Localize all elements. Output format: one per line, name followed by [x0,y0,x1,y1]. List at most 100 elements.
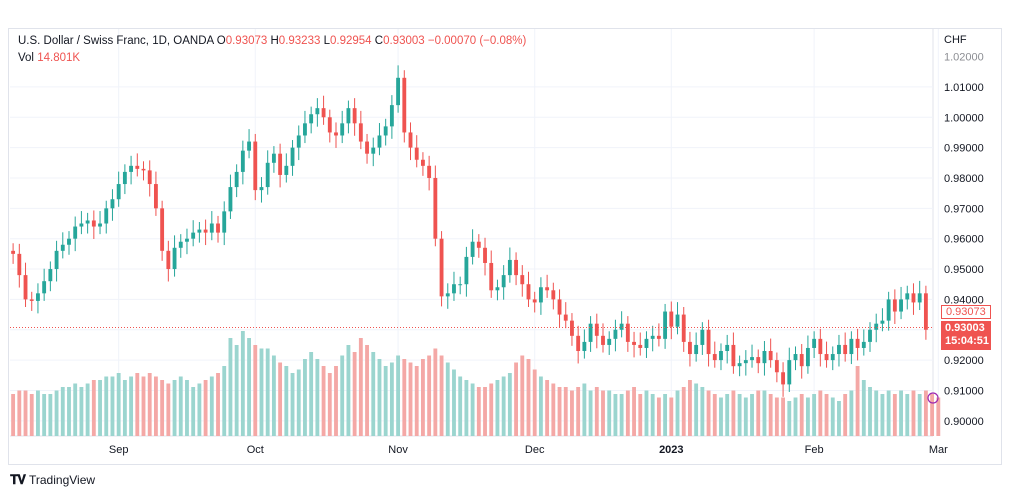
y-tick-label: 0.97000 [944,203,984,215]
candle-body [402,77,407,133]
volume-bar [172,380,177,436]
candle-body [203,229,208,233]
candle-body [445,293,450,297]
volume-bar [79,387,84,436]
volume-scale-marker [927,392,939,404]
y-tick-label: 0.91000 [944,385,984,397]
candle-body [290,147,295,166]
candle-body [644,338,649,348]
candle-body [296,135,301,148]
candle-body [812,338,817,348]
chart-frame[interactable] [8,28,1002,465]
volume-bar [153,376,158,436]
volume-marker [927,392,939,404]
volume-bar [135,373,140,436]
candle-body [886,299,891,321]
volume-bar [675,390,680,436]
legend-vol-label: Vol [18,52,34,64]
volume-bar [352,352,357,436]
candle-body [675,314,680,327]
candle-body [818,338,823,355]
volume-bar [197,383,202,436]
volume-bar [669,397,674,436]
candle-body [259,187,264,191]
volume-bar [538,376,543,436]
volume-bar [551,383,556,436]
candle-body [147,170,152,185]
volume-bar [911,390,916,436]
candles [11,65,928,397]
volume-bar [433,348,438,436]
candle-body [42,281,47,294]
volume-bar [85,383,90,436]
volume-bar [290,373,295,436]
candle-body [421,159,425,166]
candle-body [414,147,419,160]
axis-currency-unit[interactable]: CHF [944,34,967,46]
candle-body [805,347,810,367]
volume-bar [799,394,804,436]
volume-bar [619,394,624,436]
volume-bar [849,390,854,436]
candle-body [892,299,897,312]
x-tick-label: Dec [525,444,545,456]
volume-bar [98,380,102,436]
volume-bar [632,387,636,436]
candle-body [122,171,127,185]
candle-body [439,238,444,297]
volume-bar [874,390,879,436]
volume-bar [824,394,829,436]
candle-body [315,108,320,115]
volume-bar [588,390,593,436]
candle-body [681,314,686,342]
candle-body [650,335,655,339]
candle-body [495,287,500,291]
volume-bar [458,376,463,436]
candle-body [625,323,630,342]
candle-body [712,354,717,361]
volume-bar [315,359,320,436]
candle-body [476,241,481,248]
candle-body [799,354,804,367]
volume-bar [843,394,848,436]
candle-body [750,357,754,361]
candle-body [700,329,705,345]
candle-body [104,208,109,224]
candle-body [706,329,711,355]
candle-body [594,323,599,336]
candle-body [489,262,494,291]
volume-bar [507,373,512,436]
volume-bar [48,394,53,436]
volume-bar [334,366,338,436]
volume-bar [234,345,239,436]
volume-bar [545,380,550,436]
candle-body [377,135,382,148]
candle-body [240,150,245,172]
volume-bar [930,394,935,436]
candle-body [129,165,134,172]
candle-body [793,354,798,361]
candle-body [774,360,779,373]
tradingview-logo[interactable]: 𝐓𝐕 TradingView [10,472,95,488]
volume-bar [240,331,245,436]
candle-body [253,141,258,191]
candle-body [526,284,531,300]
candle-body [346,108,351,124]
candle-body [874,323,879,330]
volume-bar [216,373,220,436]
candle-body [98,223,102,227]
volume-bar [54,390,59,436]
legend-l-label: L [323,35,330,47]
volume-bar [122,380,127,436]
volume-bar [17,390,22,436]
candle-body [271,153,276,163]
volume-bar [104,376,109,436]
volume-bar [377,359,382,436]
volume-bar [563,387,568,436]
candle-body [321,108,326,118]
y-tick-label: 0.90000 [944,416,984,428]
volume-bar [663,394,668,436]
volume-bar [756,390,761,436]
candle-body [327,117,332,133]
